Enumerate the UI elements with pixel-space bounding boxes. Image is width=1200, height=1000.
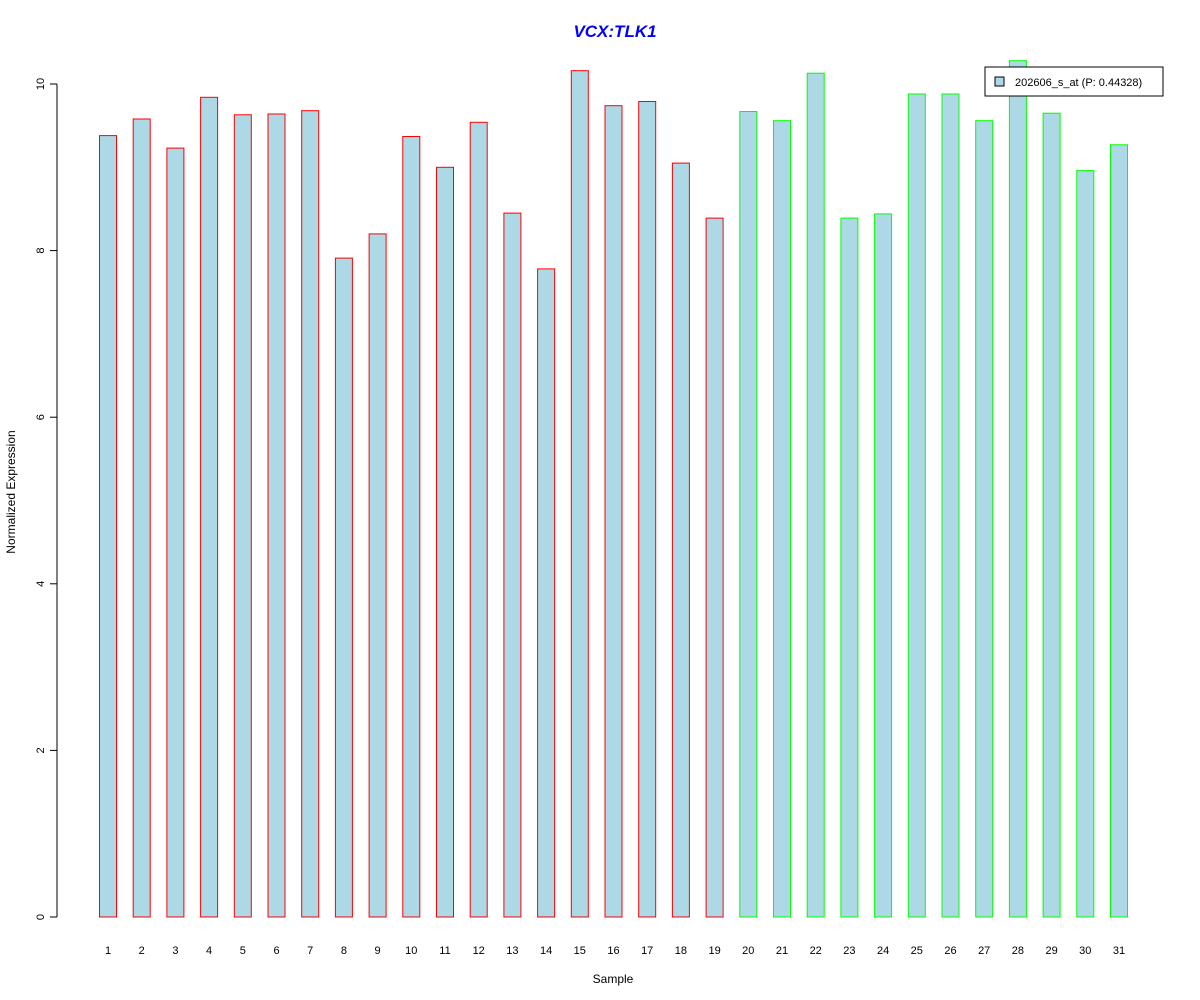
bar-sample-10 [402, 136, 421, 918]
bar-sample-20 [739, 111, 758, 918]
x-tick-label: 28 [1012, 945, 1024, 957]
bar-sample-23 [840, 217, 859, 918]
bar-sample-1 [99, 135, 117, 918]
y-tick-label: 4 [35, 581, 47, 587]
x-tick-label: 6 [273, 945, 279, 957]
bar-sample-14 [537, 268, 556, 918]
x-tick-label: 30 [1079, 945, 1091, 957]
x-tick-label: 7 [307, 945, 313, 957]
bar-sample-26 [941, 93, 960, 918]
x-tick-label: 3 [172, 945, 178, 957]
bar-sample-27 [975, 120, 994, 918]
bar-sample-11 [436, 166, 454, 918]
legend: 202606_s_at (P: 0.44328) [984, 66, 1164, 97]
x-tick-label: 14 [540, 945, 552, 957]
bar-sample-15 [570, 70, 589, 918]
x-tick-label: 24 [877, 945, 889, 957]
x-tick-label: 9 [375, 945, 381, 957]
bar-sample-16 [604, 105, 623, 918]
bar-sample-25 [907, 93, 926, 918]
x-tick-label: 16 [607, 945, 619, 957]
legend-swatch [994, 76, 1005, 87]
x-tick-label: 15 [574, 945, 586, 957]
x-tick-label: 17 [641, 945, 653, 957]
bar-sample-9 [368, 233, 387, 918]
bar-sample-12 [469, 121, 488, 918]
y-axis-label: Normalized Expression [4, 430, 18, 553]
x-tick-label: 22 [810, 945, 822, 957]
y-tick-label: 10 [35, 78, 47, 90]
bar-sample-6 [267, 113, 286, 918]
x-tick-label: 8 [341, 945, 347, 957]
bar-sample-31 [1110, 144, 1128, 918]
x-axis-label: Sample [593, 972, 634, 986]
x-tick-label: 10 [405, 945, 417, 957]
bar-sample-17 [638, 101, 657, 918]
bar-sample-8 [334, 257, 353, 918]
x-tick-label: 11 [439, 945, 450, 957]
x-tick-label: 2 [139, 945, 145, 957]
x-tick-label: 4 [206, 945, 212, 957]
bar-sample-24 [874, 213, 893, 918]
x-tick-label: 13 [506, 945, 518, 957]
bar-sample-29 [1042, 112, 1061, 918]
bar-sample-2 [132, 118, 151, 918]
x-tick-labels: 1 2 3 4 5 6 7 8 9 10 11 12 13 14 15 16 17 18 19 20 21 22 23 24 2… [105, 945, 1125, 957]
x-tick-label: 26 [944, 945, 956, 957]
bar-sample-13 [503, 212, 522, 918]
x-tick-label: 27 [978, 945, 990, 957]
bar-sample-18 [671, 162, 690, 918]
legend-box [984, 66, 1164, 97]
bar-sample-3 [166, 147, 185, 918]
x-tick-label: 5 [240, 945, 246, 957]
x-tick-label: 21 [776, 945, 788, 957]
x-tick-label: 19 [708, 945, 720, 957]
y-tick-label: 0 [35, 914, 47, 920]
bar-sample-22 [806, 72, 825, 918]
x-tick-label: 20 [742, 945, 754, 957]
bar-sample-30 [1076, 170, 1095, 918]
bars-group [99, 60, 1128, 918]
x-tick-label: 18 [675, 945, 687, 957]
x-tick-label: 25 [911, 945, 923, 957]
x-tick-label: 31 [1113, 945, 1125, 957]
bar-sample-28 [1008, 60, 1027, 918]
x-tick-label: 23 [843, 945, 855, 957]
bar-sample-7 [301, 110, 320, 918]
y-axis: 0 2 4 6 8 10 [35, 78, 58, 920]
bar-sample-4 [200, 96, 219, 918]
y-tick-label: 8 [35, 248, 47, 254]
bar-sample-19 [705, 217, 724, 918]
y-tick-label: 6 [35, 414, 47, 420]
bar-sample-5 [233, 114, 252, 918]
x-tick-label: 12 [473, 945, 485, 957]
chart-title: VCX:TLK1 [573, 22, 656, 41]
x-tick-label: 29 [1045, 945, 1057, 957]
y-tick-label: 2 [35, 747, 47, 753]
legend-label: 202606_s_at (P: 0.44328) [1015, 77, 1142, 89]
x-tick-label: 1 [105, 945, 111, 957]
bar-sample-21 [773, 120, 791, 918]
